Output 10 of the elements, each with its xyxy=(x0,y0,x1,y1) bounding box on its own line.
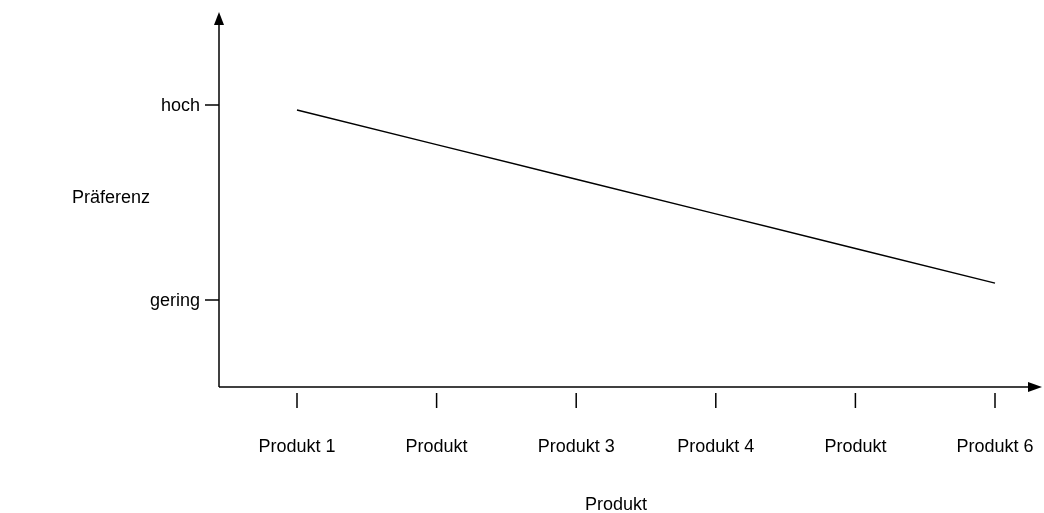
x-axis-title: Produkt xyxy=(584,494,648,513)
x-tick-label: Produkt 6 xyxy=(956,436,1034,456)
x-tick-label: Produkt 1 xyxy=(258,436,336,456)
text: hoch xyxy=(160,95,200,116)
text: gering xyxy=(149,290,200,311)
x-tick-label: Produkt 4 xyxy=(677,436,755,456)
x-tick-label: Produkt xyxy=(824,436,887,456)
x-tick-label: Produkt xyxy=(405,436,468,456)
x-tick-label: Produkt 3 xyxy=(537,436,615,456)
y-axis-title: Präferenz xyxy=(71,187,150,207)
